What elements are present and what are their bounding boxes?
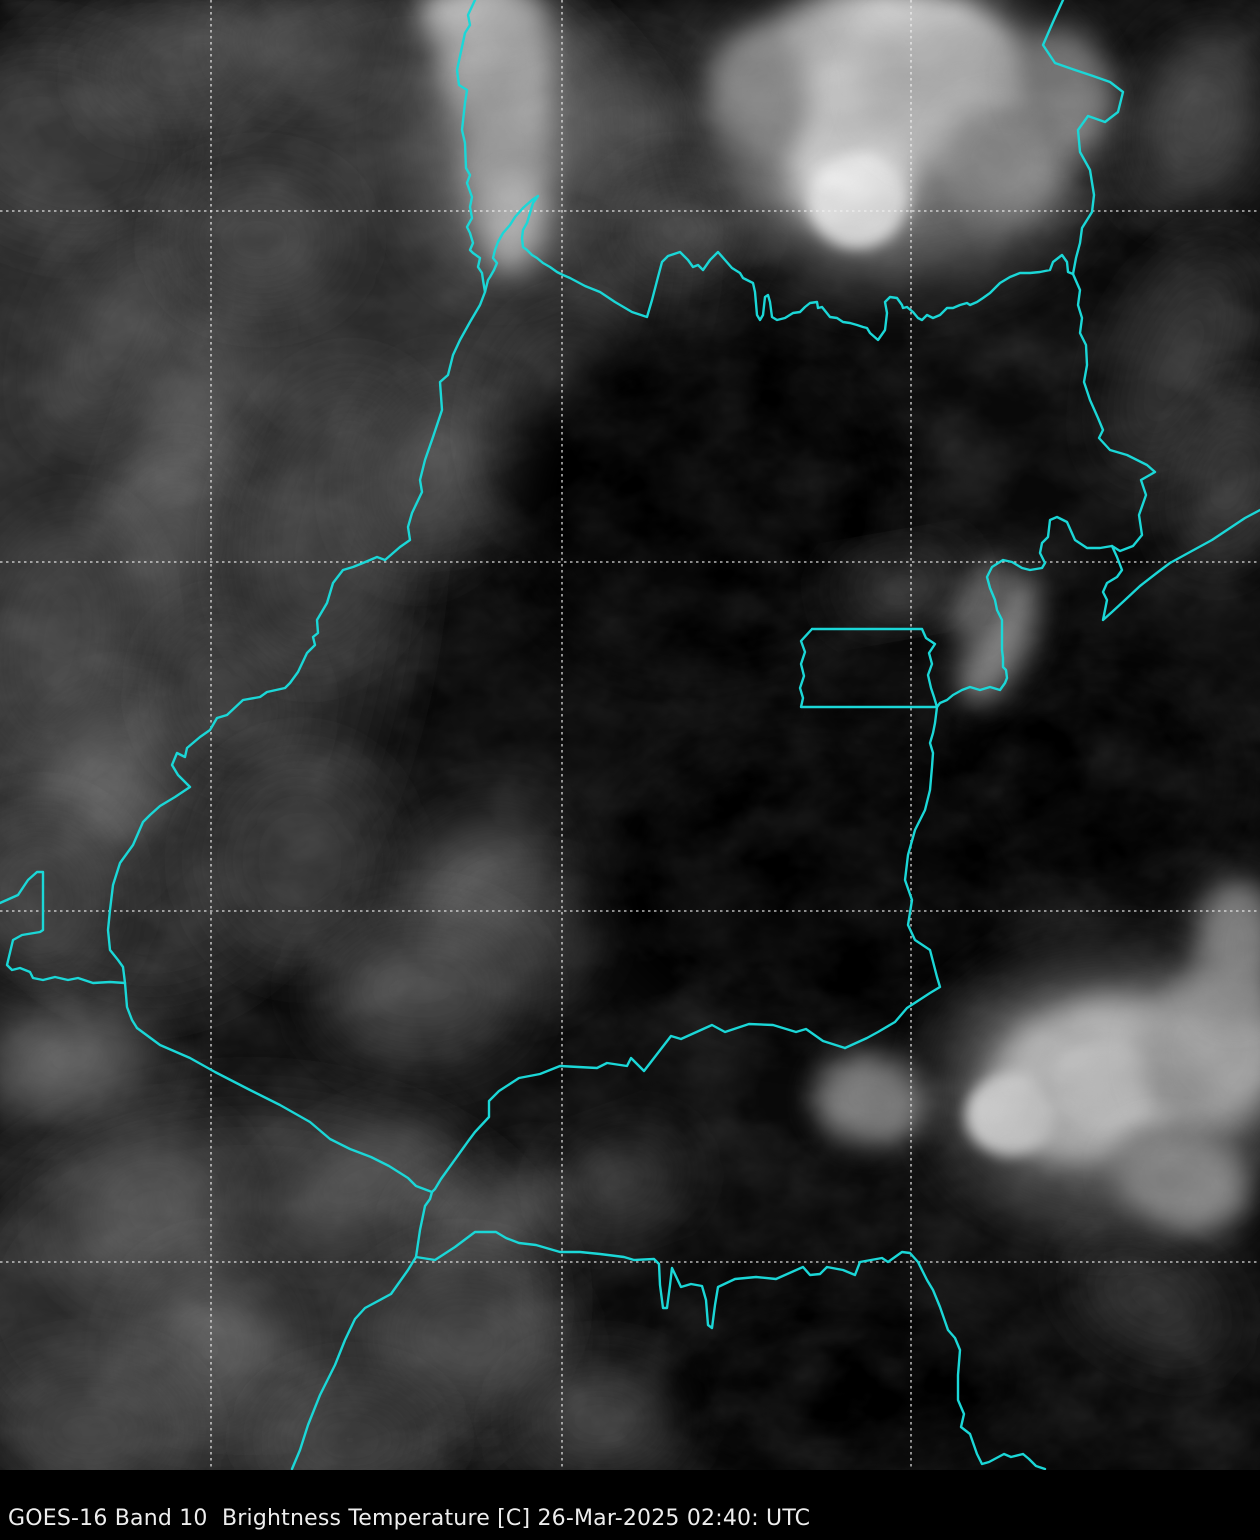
- boundary-south-border-west: [290, 1022, 847, 1470]
- caption-text: GOES-16 Band 10 Brightness Temperature […: [8, 1506, 811, 1531]
- latlon-graticule: [0, 0, 1260, 1470]
- boundary-border-arm-to-federal-district: [843, 515, 1114, 1050]
- boundary-bottom-river-east: [414, 1230, 1047, 1470]
- boundary-west-hook-peninsula: [0, 870, 127, 985]
- cloud-texture-shadows: [0, 0, 1260, 1470]
- boundary-north-border-zigzag: [483, 194, 1075, 342]
- satellite-map: [0, 0, 1260, 1470]
- boundary-federal-district-rectangle: [798, 627, 939, 709]
- boundary-river-araguaia-west-border: [106, 0, 487, 1030]
- state-boundaries-layer: [0, 0, 1260, 1470]
- boundary-northwest-diagonal-border: [135, 1026, 434, 1194]
- boundary-east-border: [1041, 0, 1260, 622]
- caption-bar: GOES-16 Band 10 Brightness Temperature […: [0, 1470, 1260, 1540]
